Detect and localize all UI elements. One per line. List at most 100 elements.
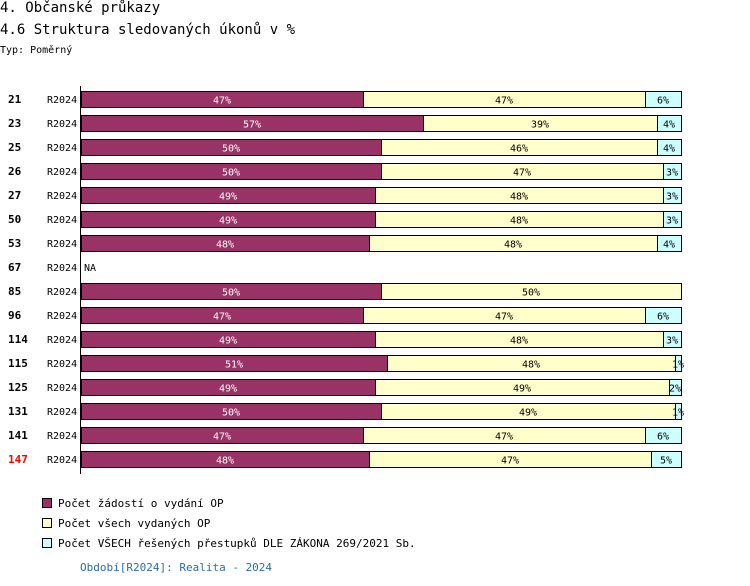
category-label-53: 53 bbox=[8, 237, 21, 250]
page-title: 4. Občanské průkazy bbox=[0, 0, 161, 16]
legend-item-zadosti: Počet žádostí o vydání OP bbox=[42, 496, 224, 510]
bar-label-147-series2: 47% bbox=[501, 456, 519, 467]
category-label-115: 115 bbox=[8, 357, 28, 370]
period-label-25: R2024 bbox=[47, 143, 77, 154]
bar-53-series3 bbox=[657, 235, 682, 252]
stacked-bar-chart: 21 R2024 47% 47% 6% 23 R2024 57% 39% 4% 25 R2024 50%… bbox=[8, 86, 684, 474]
category-label-21: 21 bbox=[8, 93, 22, 106]
period-label-26: R2024 bbox=[47, 167, 77, 178]
bar-label-25-series2: 46% bbox=[510, 144, 528, 155]
category-label-27: 27 bbox=[8, 189, 21, 202]
bar-label-147-series1: 48% bbox=[216, 456, 234, 467]
bar-label-114-series2: 48% bbox=[510, 336, 528, 347]
bar-label-125-series3: 2% bbox=[669, 384, 681, 395]
bar-label-131-series1: 50% bbox=[222, 408, 240, 419]
bar-label-96-series3: 6% bbox=[657, 312, 669, 323]
category-label-141: 141 bbox=[8, 429, 28, 442]
category-label-26: 26 bbox=[8, 165, 22, 178]
period-label-50: R2024 bbox=[47, 215, 77, 226]
bar-27-series3 bbox=[663, 187, 682, 204]
bar-label-131-series3: 1% bbox=[672, 408, 684, 419]
category-label-96: 96 bbox=[8, 309, 22, 322]
bar-label-114-series3: 3% bbox=[666, 336, 678, 347]
bar-label-96-series2: 47% bbox=[495, 312, 513, 323]
bar-label-23-series1: 57% bbox=[243, 120, 261, 131]
category-label-25: 25 bbox=[8, 141, 21, 154]
bar-label-50-series2: 48% bbox=[510, 216, 528, 227]
bar-131-series3 bbox=[675, 403, 682, 420]
bar-114-series3 bbox=[663, 331, 682, 348]
category-label-125: 125 bbox=[8, 381, 28, 394]
bar-23-series3 bbox=[657, 115, 682, 132]
period-label-114: R2024 bbox=[47, 335, 77, 346]
bar-label-141-series2: 47% bbox=[495, 432, 513, 443]
bar-label-125-series1: 49% bbox=[219, 384, 237, 395]
category-label-23: 23 bbox=[8, 117, 21, 130]
bar-label-50-series1: 49% bbox=[219, 216, 237, 227]
bar-label-141-series3: 6% bbox=[657, 432, 669, 443]
bar-label-85-series1: 50% bbox=[222, 288, 240, 299]
period-label-85: R2024 bbox=[47, 287, 77, 298]
na-label-67: NA bbox=[84, 263, 96, 274]
bar-label-53-series1: 48% bbox=[216, 240, 234, 251]
legend-item-vydanych: Počet všech vydaných OP bbox=[42, 516, 210, 530]
chart-type-label: Typ: Poměrný bbox=[0, 45, 73, 56]
bar-label-53-series3: 4% bbox=[663, 240, 675, 251]
bar-label-50-series3: 3% bbox=[666, 216, 678, 227]
period-label-21: R2024 bbox=[47, 95, 77, 106]
bar-141-series3 bbox=[645, 427, 682, 444]
bar-label-96-series1: 47% bbox=[213, 312, 231, 323]
bar-label-26-series3: 3% bbox=[666, 168, 678, 179]
legend-item-prestupku: Počet VŠECH řešených přestupků DLE ZÁKON… bbox=[42, 536, 416, 550]
bar-85-series2 bbox=[381, 283, 682, 300]
period-label-23: R2024 bbox=[47, 119, 77, 130]
bar-label-23-series2: 39% bbox=[531, 120, 549, 131]
legend-label-prestupku: Počet VŠECH řešených přestupků DLE ZÁKON… bbox=[58, 536, 416, 550]
bar-label-26-series2: 47% bbox=[513, 168, 531, 179]
bar-50-series3 bbox=[663, 211, 682, 228]
bar-label-25-series3: 4% bbox=[663, 144, 675, 155]
bar-label-115-series2: 48% bbox=[522, 360, 540, 371]
bar-label-27-series1: 49% bbox=[219, 192, 237, 203]
period-label-96: R2024 bbox=[47, 311, 77, 322]
bar-label-21-series3: 6% bbox=[657, 96, 669, 107]
category-label-67: 67 bbox=[8, 261, 21, 274]
legend-swatch-prestupku bbox=[42, 538, 52, 548]
period-label-125: R2024 bbox=[47, 383, 77, 394]
legend-swatch-vydanych bbox=[42, 518, 52, 528]
category-label-131: 131 bbox=[8, 405, 28, 418]
category-label-85: 85 bbox=[8, 285, 21, 298]
bar-label-131-series2: 49% bbox=[519, 408, 537, 419]
bar-label-85-series2: 50% bbox=[522, 288, 540, 299]
category-label-147: 147 bbox=[8, 453, 28, 466]
bar-21-series3 bbox=[645, 91, 682, 108]
period-label-27: R2024 bbox=[47, 191, 77, 202]
bar-label-27-series3: 3% bbox=[666, 192, 678, 203]
bar-label-27-series2: 48% bbox=[510, 192, 528, 203]
period-label-115: R2024 bbox=[47, 359, 77, 370]
bar-label-21-series1: 47% bbox=[213, 96, 231, 107]
period-label-141: R2024 bbox=[47, 431, 77, 442]
legend-label-vydanych: Počet všech vydaných OP bbox=[58, 516, 211, 530]
category-label-114: 114 bbox=[8, 333, 28, 346]
bar-label-125-series2: 49% bbox=[513, 384, 531, 395]
legend-swatch-zadosti bbox=[42, 498, 52, 508]
period-label-147: R2024 bbox=[47, 455, 77, 466]
bar-label-26-series1: 50% bbox=[222, 168, 240, 179]
bar-label-147-series3: 5% bbox=[660, 456, 672, 467]
bar-label-23-series3: 4% bbox=[663, 120, 675, 131]
bar-147-series3 bbox=[651, 451, 682, 468]
category-label-50: 50 bbox=[8, 213, 21, 226]
legend-label-zadosti: Počet žádostí o vydání OP bbox=[58, 496, 224, 510]
bar-label-53-series2: 48% bbox=[504, 240, 522, 251]
bar-label-25-series1: 50% bbox=[222, 144, 240, 155]
period-label-131: R2024 bbox=[47, 407, 77, 418]
bar-label-21-series2: 47% bbox=[495, 96, 513, 107]
bar-26-series3 bbox=[663, 163, 682, 180]
period-label-53: R2024 bbox=[47, 239, 77, 250]
bar-96-series3 bbox=[645, 307, 682, 324]
bar-115-series3 bbox=[675, 355, 682, 372]
period-label: Období[R2024]: Realita - 2024 bbox=[80, 561, 273, 574]
period-label-67: R2024 bbox=[47, 263, 77, 274]
bar-25-series3 bbox=[657, 139, 682, 156]
